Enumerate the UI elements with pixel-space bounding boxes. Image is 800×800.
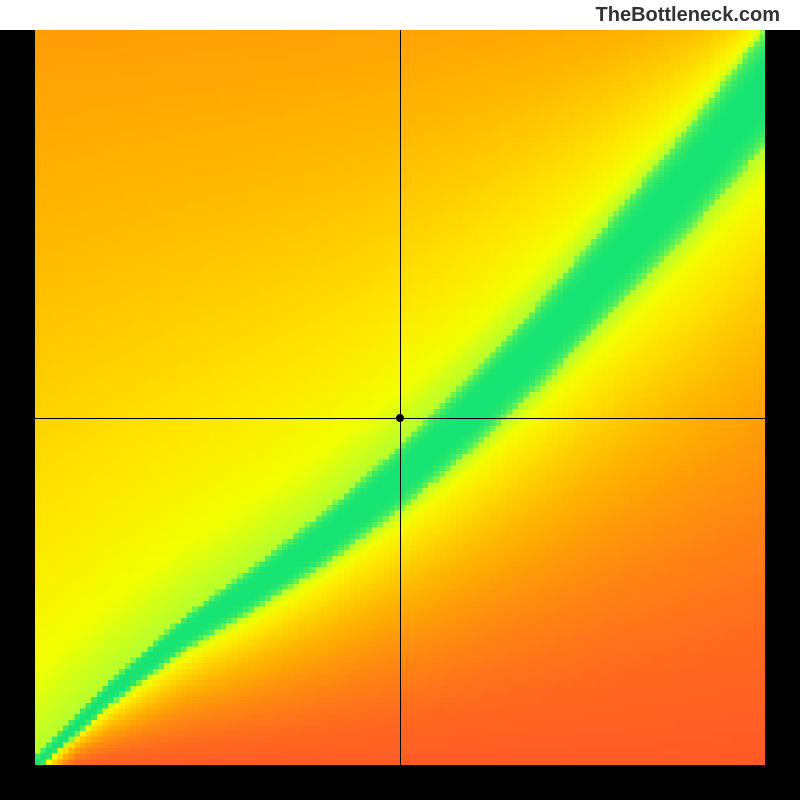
heatmap-canvas bbox=[35, 30, 765, 765]
plot-frame bbox=[0, 30, 800, 800]
plot-area bbox=[35, 30, 765, 765]
header: TheBottleneck.com bbox=[0, 0, 800, 30]
watermark-text: TheBottleneck.com bbox=[596, 4, 780, 27]
